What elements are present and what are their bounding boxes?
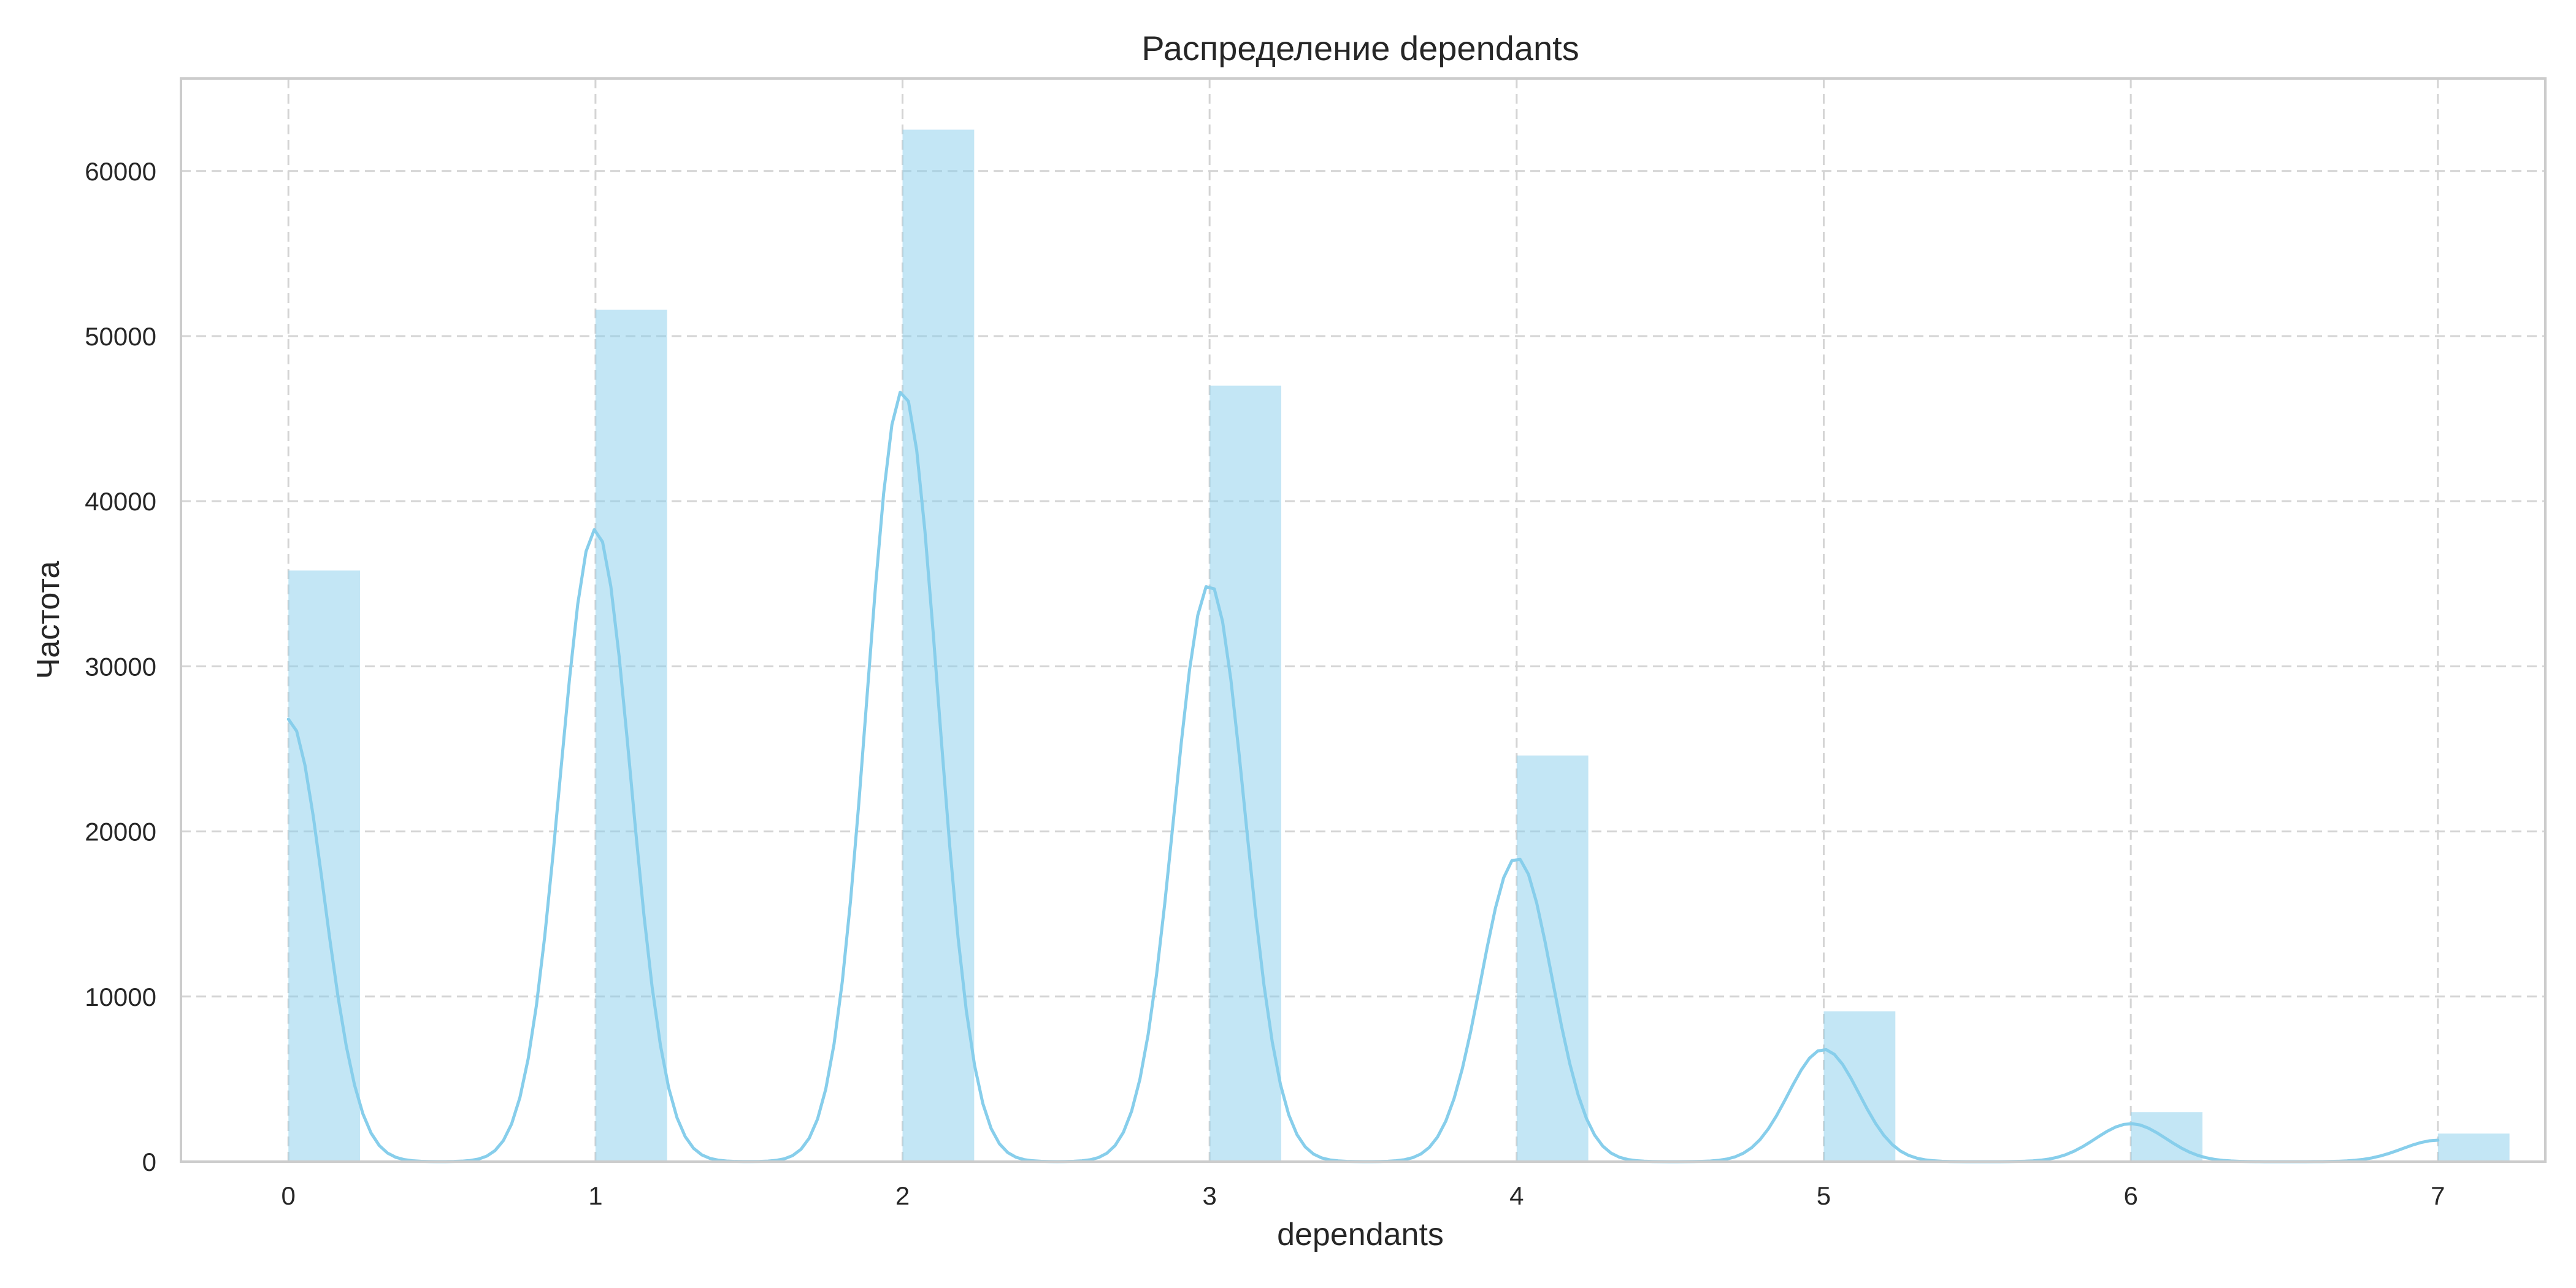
x-tick-label: 6 <box>2123 1181 2137 1210</box>
histogram-bar <box>2437 1133 2510 1162</box>
histogram-bar <box>902 129 975 1162</box>
y-tick-label: 20000 <box>85 818 156 846</box>
x-tick-label: 2 <box>895 1181 910 1210</box>
x-tick-label: 3 <box>1202 1181 1216 1210</box>
y-tick-label: 50000 <box>85 322 156 351</box>
x-tick-labels: 0 1 2 3 4 5 6 7 <box>282 1181 2445 1210</box>
plot-frame <box>180 77 2547 1163</box>
histogram-bar <box>288 570 361 1162</box>
x-tick-label: 0 <box>282 1181 296 1210</box>
y-tick-label: 40000 <box>85 487 156 516</box>
y-tick-label: 10000 <box>85 983 156 1011</box>
histogram-bar <box>1516 755 1589 1162</box>
y-axis-label: Частота <box>31 561 66 680</box>
x-tick-label: 7 <box>2431 1181 2445 1210</box>
x-axis-label: dependants <box>1277 1217 1444 1252</box>
chart-title: Распределение dependants <box>1141 29 1579 67</box>
x-tick-label: 1 <box>588 1181 602 1210</box>
histogram-bar <box>595 309 667 1162</box>
y-tick-label: 0 <box>142 1148 156 1176</box>
y-tick-label: 60000 <box>85 157 156 186</box>
x-tick-label: 4 <box>1509 1181 1524 1210</box>
y-tick-label: 30000 <box>85 652 156 681</box>
histogram-bar <box>1209 385 1281 1162</box>
histogram-bar <box>1823 1011 1896 1162</box>
y-tick-labels: 0 10000 20000 30000 40000 50000 60000 <box>85 157 156 1176</box>
x-tick-label: 5 <box>1817 1181 1831 1210</box>
bar-layer <box>288 129 2510 1162</box>
